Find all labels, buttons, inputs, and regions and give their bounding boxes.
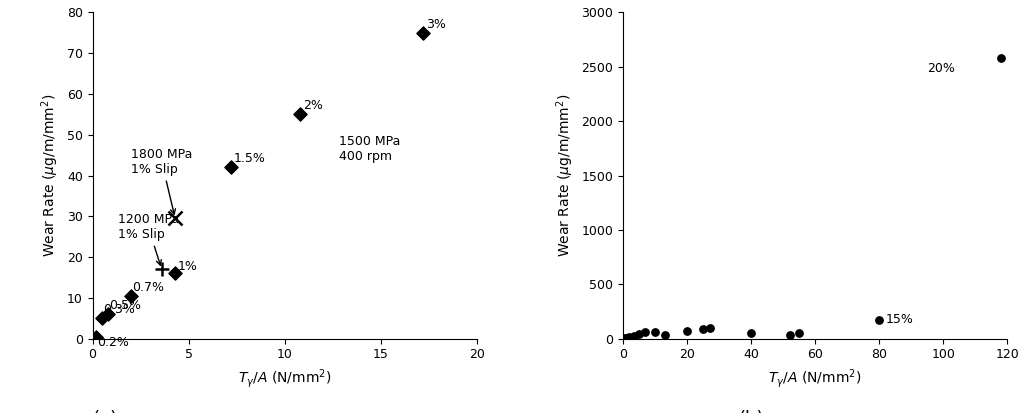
- Point: [791, 330, 807, 337]
- Text: 0.5%: 0.5%: [109, 299, 141, 312]
- Point: [647, 328, 663, 335]
- Point: [626, 332, 642, 339]
- Point: [122, 292, 139, 299]
- Point: [637, 329, 654, 336]
- Point: [871, 316, 887, 323]
- Text: 20%: 20%: [927, 62, 955, 76]
- Point: [223, 164, 240, 171]
- Point: [743, 330, 760, 336]
- Text: 3%: 3%: [426, 18, 446, 31]
- Point: [88, 334, 105, 341]
- X-axis label: $T_{\gamma}/A$ (N/mm$^{2}$): $T_{\gamma}/A$ (N/mm$^{2}$): [768, 367, 862, 390]
- Point: [631, 330, 648, 337]
- X-axis label: $T_{\gamma}/A$ (N/mm$^{2}$): $T_{\gamma}/A$ (N/mm$^{2}$): [237, 367, 332, 390]
- Point: [100, 311, 116, 318]
- Point: [94, 315, 110, 322]
- Y-axis label: Wear Rate ($\mu$g/m/mm$^{2}$): Wear Rate ($\mu$g/m/mm$^{2}$): [554, 94, 576, 257]
- Text: 15%: 15%: [886, 313, 914, 326]
- Text: 2%: 2%: [303, 99, 323, 112]
- Point: [292, 111, 308, 118]
- Text: 1800 MPa
1% Slip: 1800 MPa 1% Slip: [131, 147, 192, 214]
- Point: [657, 332, 673, 338]
- Point: [993, 55, 1009, 62]
- Text: 0.2%: 0.2%: [97, 336, 128, 349]
- Text: (b): (b): [738, 411, 764, 413]
- Point: [621, 333, 637, 340]
- Y-axis label: Wear Rate ($\mu$g/m/mm$^{2}$): Wear Rate ($\mu$g/m/mm$^{2}$): [40, 94, 62, 257]
- Text: 0.3%: 0.3%: [103, 303, 135, 316]
- Point: [618, 334, 634, 341]
- Text: 1200 MPa
1% Slip: 1200 MPa 1% Slip: [117, 213, 179, 265]
- Point: [617, 335, 633, 342]
- Point: [701, 325, 718, 331]
- Point: [695, 326, 711, 333]
- Point: [781, 332, 798, 338]
- Text: 1%: 1%: [178, 261, 198, 273]
- Point: [678, 328, 695, 335]
- Point: [415, 29, 432, 36]
- Text: 1.5%: 1.5%: [233, 152, 265, 165]
- Point: [167, 270, 183, 277]
- Text: 0.7%: 0.7%: [132, 281, 163, 294]
- Text: 1500 MPa
400 rpm: 1500 MPa 400 rpm: [338, 135, 400, 163]
- Text: (a): (a): [93, 411, 117, 413]
